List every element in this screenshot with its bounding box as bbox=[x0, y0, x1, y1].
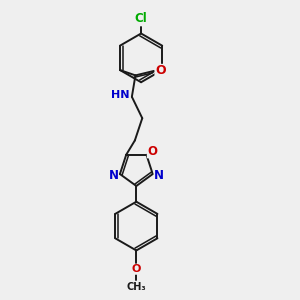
Text: N: N bbox=[108, 169, 118, 182]
Text: O: O bbox=[147, 145, 158, 158]
Text: O: O bbox=[132, 264, 141, 274]
Text: CH₃: CH₃ bbox=[127, 282, 146, 292]
Text: Cl: Cl bbox=[135, 12, 148, 25]
Text: HN: HN bbox=[111, 90, 130, 100]
Text: O: O bbox=[155, 64, 166, 77]
Text: N: N bbox=[154, 169, 164, 182]
